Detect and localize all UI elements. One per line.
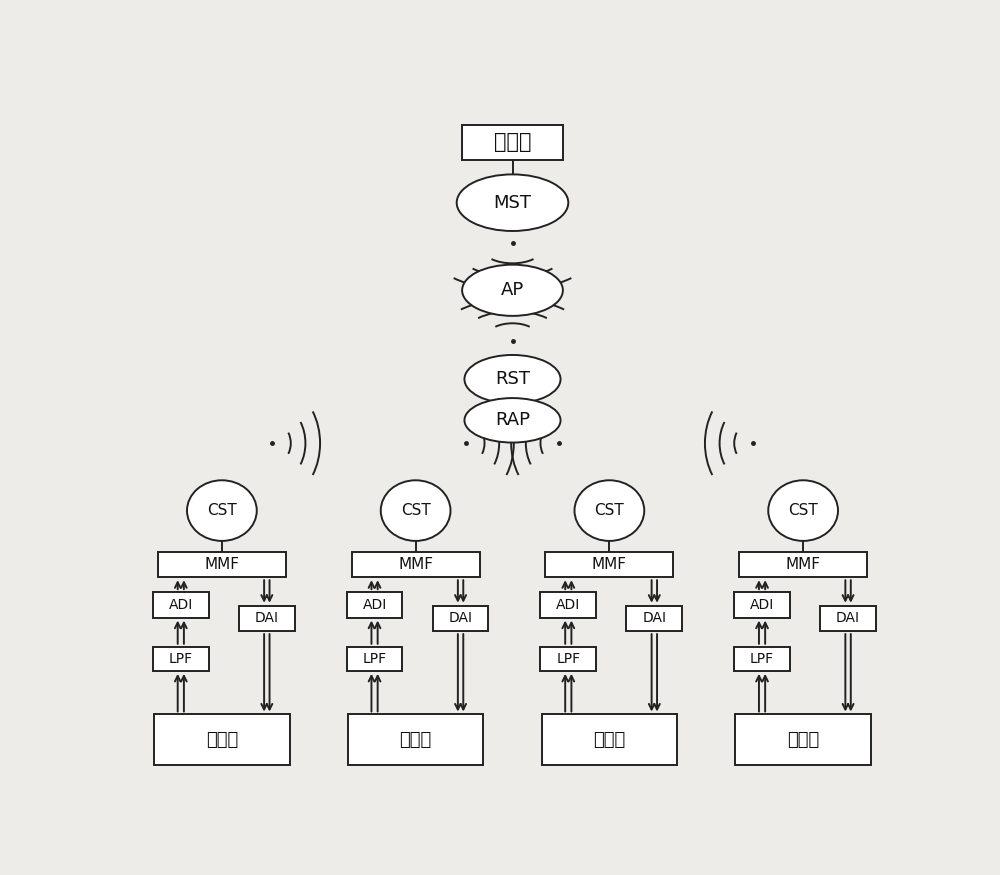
Bar [348,714,483,765]
Circle shape [574,480,644,541]
Text: ADI: ADI [362,598,387,612]
Circle shape [381,480,450,541]
Bar [462,124,563,159]
Text: 电阻炉: 电阻炉 [787,731,819,749]
Text: RAP: RAP [495,411,530,430]
Text: LPF: LPF [362,652,387,666]
Text: 工控机: 工控机 [494,132,531,152]
Text: CST: CST [207,503,237,518]
Bar [352,552,480,578]
Text: 电阻炉: 电阻炉 [400,731,432,749]
Text: MMF: MMF [398,557,433,572]
Bar [545,552,673,578]
Text: MST: MST [494,193,532,212]
Text: RST: RST [495,370,530,388]
Bar [433,606,488,631]
Bar [540,647,596,671]
Bar [820,606,876,631]
Ellipse shape [464,398,561,443]
Bar [540,592,596,618]
Text: ADI: ADI [556,598,580,612]
Bar [347,592,402,618]
Text: DAI: DAI [836,612,860,626]
Bar [739,552,867,578]
Text: LPF: LPF [750,652,774,666]
Text: MMF: MMF [592,557,627,572]
Bar [734,647,790,671]
Bar [239,606,295,631]
Bar [158,552,286,578]
Text: ADI: ADI [169,598,193,612]
Bar [153,647,209,671]
Text: DAI: DAI [449,612,473,626]
Circle shape [768,480,838,541]
Text: DAI: DAI [642,612,666,626]
Text: 电阻炉: 电阻炉 [206,731,238,749]
Ellipse shape [462,264,563,316]
Bar [542,714,677,765]
Text: CST: CST [788,503,818,518]
Text: CST: CST [594,503,624,518]
Bar [735,714,871,765]
Bar [154,714,290,765]
Text: DAI: DAI [255,612,279,626]
Bar [153,592,209,618]
Bar [347,647,402,671]
Text: AP: AP [501,281,524,299]
Bar [626,606,682,631]
Ellipse shape [457,174,568,231]
Text: MMF: MMF [204,557,239,572]
Circle shape [187,480,257,541]
Text: LPF: LPF [556,652,580,666]
Text: 电阻炉: 电阻炉 [593,731,626,749]
Text: ADI: ADI [750,598,774,612]
Text: MMF: MMF [786,557,821,572]
Ellipse shape [464,355,561,403]
Bar [734,592,790,618]
Text: LPF: LPF [169,652,193,666]
Text: CST: CST [401,503,430,518]
